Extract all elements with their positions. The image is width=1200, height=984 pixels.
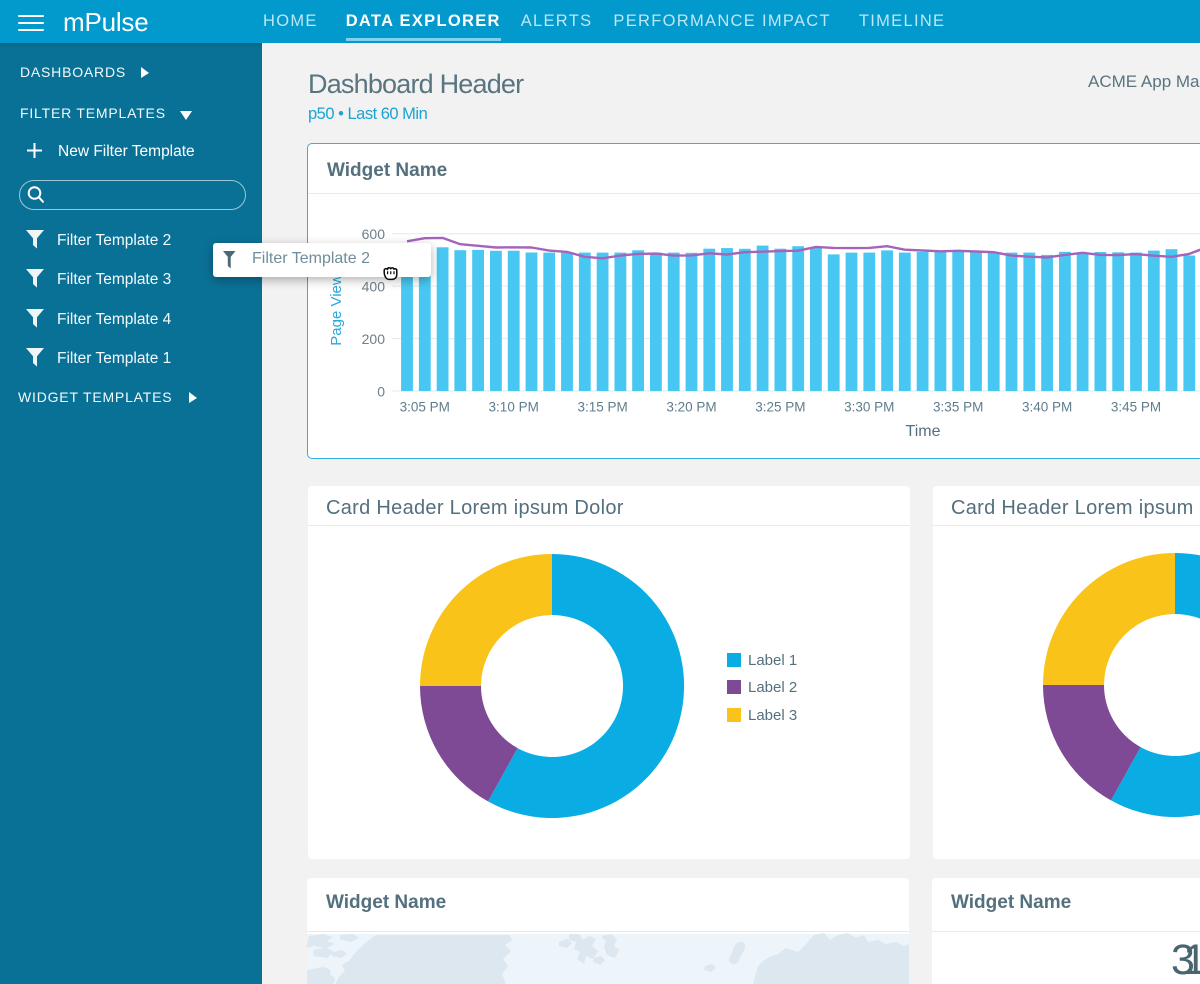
svg-text:3:40 PM: 3:40 PM xyxy=(1022,400,1072,415)
svg-text:3:25 PM: 3:25 PM xyxy=(755,400,805,415)
svg-text:3:10 PM: 3:10 PM xyxy=(489,400,539,415)
svg-text:3:20 PM: 3:20 PM xyxy=(666,400,716,415)
svg-text:0: 0 xyxy=(377,384,385,400)
svg-text:3:35 PM: 3:35 PM xyxy=(933,400,983,415)
svg-text:3:45 PM: 3:45 PM xyxy=(1111,400,1161,415)
svg-text:3:05 PM: 3:05 PM xyxy=(400,400,450,415)
svg-text:3:15 PM: 3:15 PM xyxy=(577,400,627,415)
svg-text:600: 600 xyxy=(362,226,386,242)
svg-text:Page View: Page View xyxy=(328,274,345,346)
svg-text:Time: Time xyxy=(906,423,941,440)
svg-text:400: 400 xyxy=(362,279,386,295)
svg-text:200: 200 xyxy=(362,331,386,347)
svg-text:3:30 PM: 3:30 PM xyxy=(844,400,894,415)
